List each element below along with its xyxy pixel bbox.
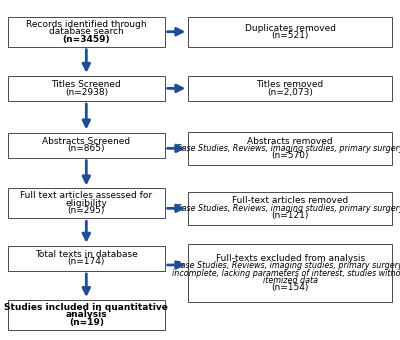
FancyBboxPatch shape [8, 133, 165, 157]
Text: Abstracts removed: Abstracts removed [247, 137, 333, 146]
Text: (n=174): (n=174) [68, 257, 105, 267]
Text: Case Studies, Reviews, imaging studies, primary surgery: Case Studies, Reviews, imaging studies, … [176, 144, 400, 153]
Text: (n=19): (n=19) [69, 318, 104, 327]
Text: itemized data: itemized data [263, 276, 318, 285]
Text: Case Studies, Reviews, imaging studies, primary surgery: Case Studies, Reviews, imaging studies, … [176, 204, 400, 213]
FancyBboxPatch shape [8, 76, 165, 101]
FancyBboxPatch shape [8, 300, 165, 330]
Text: Total texts in database: Total texts in database [35, 250, 138, 259]
Text: Case Studies, Reviews, imaging studies, primary surgery,: Case Studies, Reviews, imaging studies, … [176, 261, 400, 270]
Text: Records identified through: Records identified through [26, 20, 147, 29]
FancyBboxPatch shape [188, 244, 392, 303]
FancyBboxPatch shape [188, 192, 392, 225]
Text: Titles removed: Titles removed [256, 80, 324, 89]
Text: database search: database search [49, 27, 124, 36]
FancyBboxPatch shape [8, 17, 165, 47]
Text: Full-text articles removed: Full-text articles removed [232, 197, 348, 205]
FancyBboxPatch shape [188, 76, 392, 101]
Text: eligibility: eligibility [65, 199, 107, 208]
FancyBboxPatch shape [188, 17, 392, 47]
Text: Abstracts Screened: Abstracts Screened [42, 137, 130, 146]
FancyBboxPatch shape [8, 246, 165, 271]
Text: (n=121): (n=121) [272, 211, 309, 220]
Text: Studies included in quantitative: Studies included in quantitative [4, 303, 168, 312]
Text: (n=865): (n=865) [68, 144, 105, 153]
Text: (n=570): (n=570) [272, 151, 309, 160]
Text: Titles Screened: Titles Screened [52, 80, 121, 89]
FancyBboxPatch shape [8, 188, 165, 218]
Text: (n=2,073): (n=2,073) [267, 87, 313, 97]
Text: (n=154): (n=154) [272, 284, 309, 292]
Text: Full-texts excluded from analysis: Full-texts excluded from analysis [216, 254, 365, 263]
Text: Full text articles assessed for: Full text articles assessed for [20, 191, 152, 201]
Text: incomplete, lacking parameters of interest, studies without: incomplete, lacking parameters of intere… [172, 269, 400, 278]
FancyBboxPatch shape [188, 132, 392, 165]
Text: (n=295): (n=295) [68, 206, 105, 215]
Text: (n=521): (n=521) [272, 31, 309, 40]
Text: (n=3459): (n=3459) [62, 35, 110, 44]
Text: Duplicates removed: Duplicates removed [245, 23, 336, 33]
Text: analysis: analysis [66, 310, 107, 320]
Text: (n=2938): (n=2938) [65, 87, 108, 97]
